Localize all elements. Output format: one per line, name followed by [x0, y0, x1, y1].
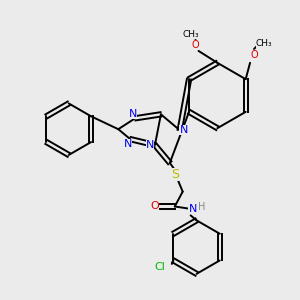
Text: S: S — [171, 168, 179, 181]
Text: Cl: Cl — [154, 262, 165, 272]
Text: N: N — [124, 139, 132, 149]
Text: O: O — [250, 50, 258, 60]
Text: N: N — [179, 125, 188, 135]
Text: O: O — [151, 202, 159, 212]
Text: N: N — [188, 204, 197, 214]
Text: CH₃: CH₃ — [256, 40, 272, 49]
Text: H: H — [198, 202, 205, 212]
Text: N: N — [146, 140, 154, 150]
Text: O: O — [192, 40, 200, 50]
Text: CH₃: CH₃ — [182, 30, 199, 39]
Text: N: N — [129, 109, 137, 119]
